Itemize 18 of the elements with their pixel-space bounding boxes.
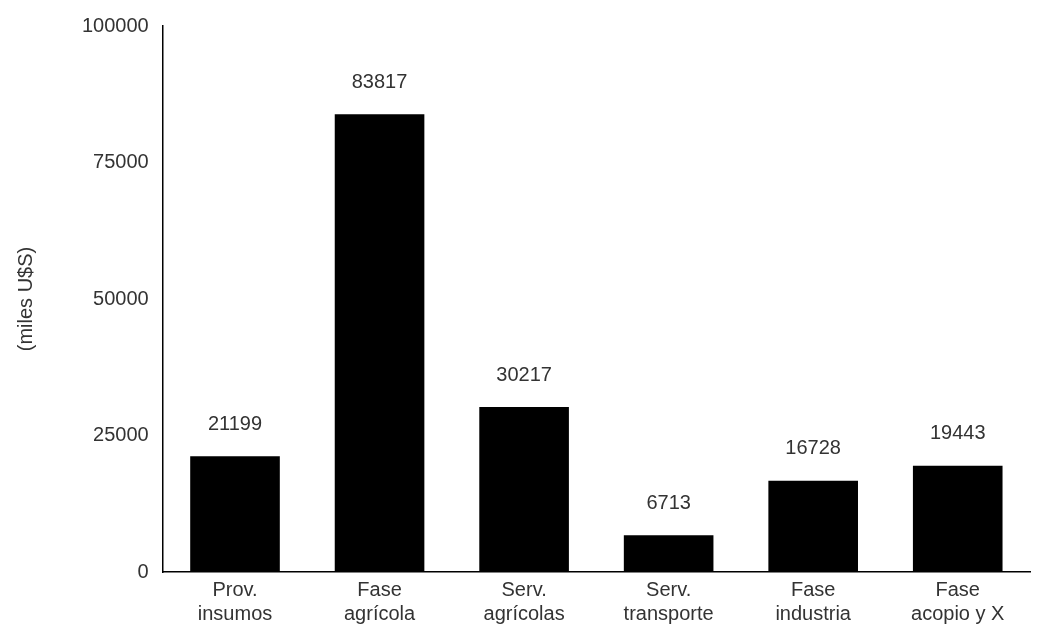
x-tick-label: Fase agrícola (343, 577, 416, 624)
x-tick-label: Prov. insumos (197, 577, 273, 624)
x-tick-label: Serv. transporte (623, 577, 714, 624)
data-label: 83817 (351, 69, 408, 92)
y-tick-label: 25000 (93, 423, 149, 446)
x-tick-label: Fase acopio y X (911, 577, 1005, 624)
y-tick-label: 75000 (93, 150, 149, 173)
y-tick-label: 100000 (81, 13, 149, 36)
y-tick-label: 0 (137, 559, 149, 582)
y-tick-label: 50000 (93, 286, 149, 309)
y-axis-title: (miles U$S) (13, 246, 36, 352)
data-label: 6713 (646, 490, 691, 513)
data-label: 30217 (496, 362, 552, 385)
data-label: 21199 (207, 411, 263, 434)
data-label: 19443 (929, 421, 986, 444)
x-tick-label: Serv. agrícolas (483, 577, 565, 624)
data-label: 16728 (785, 436, 841, 459)
x-tick-label: Fase industria (775, 577, 852, 624)
